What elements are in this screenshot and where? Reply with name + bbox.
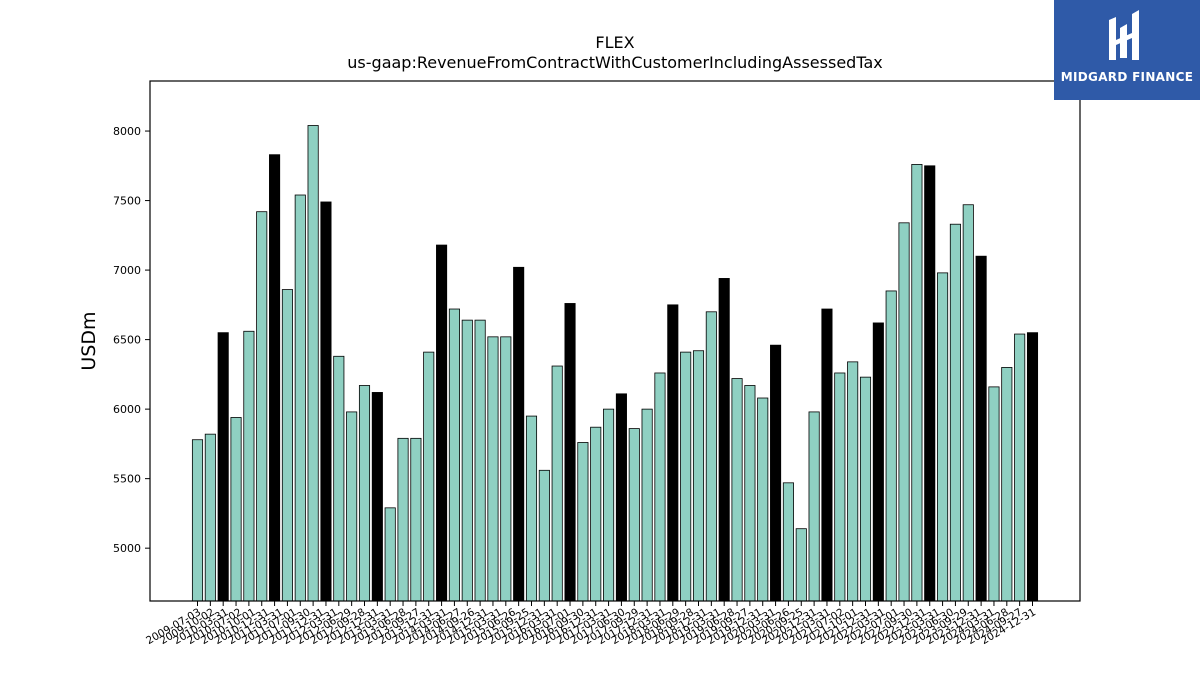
- bar: [474, 319, 486, 602]
- bar: [988, 386, 1000, 602]
- bar: [949, 223, 961, 602]
- bar: [705, 311, 717, 602]
- bar: [525, 415, 538, 602]
- bar: [410, 437, 422, 602]
- bar: [320, 201, 332, 602]
- bar: [847, 361, 859, 602]
- bar: [384, 507, 396, 602]
- bar: [294, 194, 306, 602]
- bar: [217, 332, 229, 602]
- bar: [1026, 332, 1039, 602]
- bar: [230, 417, 242, 602]
- bar: [885, 290, 897, 602]
- bar: [615, 393, 627, 602]
- bar: [975, 255, 987, 602]
- bar: [692, 350, 705, 602]
- bar: [911, 164, 923, 602]
- x-axis-ticks: 2009-07-032009-10-022010-03-312010-07-02…: [144, 601, 1038, 647]
- bar: [256, 211, 268, 602]
- chart-subtitle: us-gaap:RevenueFromContractWithCustomerI…: [347, 53, 882, 72]
- midgard-logo-icon: [1109, 10, 1139, 60]
- bar: [538, 469, 550, 602]
- bar: [859, 376, 872, 602]
- bar: [628, 428, 640, 602]
- bar: [371, 392, 383, 602]
- bar: [898, 222, 910, 602]
- bar: [358, 385, 371, 602]
- bar: [924, 165, 936, 602]
- bar: [423, 351, 435, 602]
- bars-group: [191, 125, 1039, 602]
- bar: [461, 319, 473, 602]
- bar: [448, 308, 460, 602]
- bar: [808, 411, 820, 602]
- bar: [937, 272, 949, 602]
- bar: [667, 304, 679, 602]
- bar: [281, 289, 293, 602]
- bar: [564, 303, 576, 602]
- bar: [269, 154, 281, 602]
- y-axis-ticks: 5000 5500 6000 6500 7000 7500 8000: [113, 125, 150, 555]
- y-tick-label: 5000: [113, 542, 141, 555]
- y-axis-label: USDm: [78, 311, 100, 370]
- bar: [346, 411, 358, 602]
- bar: [551, 365, 563, 602]
- y-tick-label: 8000: [113, 125, 141, 138]
- bar: [307, 125, 319, 602]
- bar: [1014, 333, 1026, 602]
- bar: [872, 322, 884, 602]
- bar: [513, 266, 525, 602]
- bar: [718, 278, 730, 602]
- bar: [397, 437, 409, 602]
- plot-frame: [149, 80, 1081, 602]
- bar: [603, 408, 615, 602]
- bar: [770, 344, 782, 602]
- bar: [757, 397, 769, 602]
- bar: [243, 330, 255, 602]
- bar: [590, 426, 602, 602]
- bar: [487, 336, 499, 602]
- bar: [680, 351, 692, 602]
- y-tick-label: 5500: [113, 473, 141, 486]
- bar: [782, 482, 794, 602]
- bar: [333, 355, 345, 602]
- bar: [654, 372, 666, 602]
- bar: [834, 372, 846, 602]
- bar: [795, 528, 807, 602]
- y-tick-label: 6000: [113, 403, 141, 416]
- bar: [744, 385, 756, 602]
- midgard-finance-logo: MIDGARD FINANCE: [1054, 0, 1200, 100]
- y-tick-label: 6500: [113, 334, 141, 347]
- bar: [204, 433, 216, 602]
- bar: [731, 378, 743, 602]
- bar: [962, 204, 974, 602]
- bar: [436, 244, 448, 602]
- bar: [577, 442, 589, 602]
- y-tick-label: 7500: [113, 195, 141, 208]
- bar: [1001, 367, 1013, 602]
- bar: [191, 439, 204, 602]
- bar: [500, 336, 512, 602]
- bar: [821, 308, 833, 602]
- bar: [641, 408, 653, 602]
- logo-text: MIDGARD FINANCE: [1060, 70, 1194, 84]
- chart-title: FLEX: [595, 33, 634, 52]
- y-tick-label: 7000: [113, 264, 141, 277]
